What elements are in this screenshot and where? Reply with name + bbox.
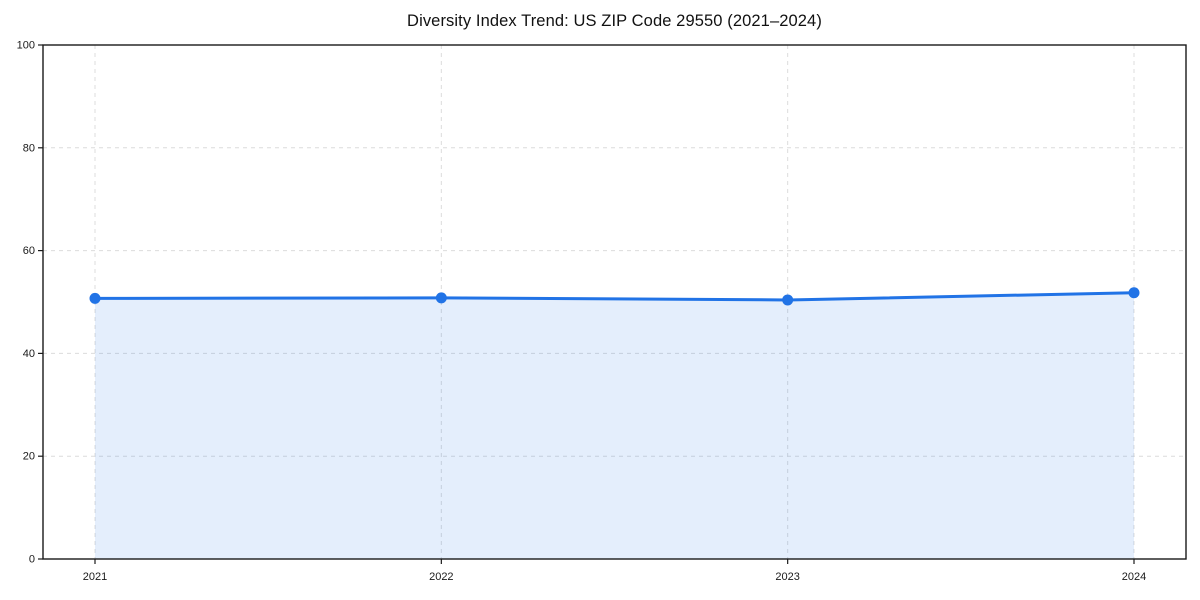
chart-title: Diversity Index Trend: US ZIP Code 29550…	[407, 12, 822, 30]
y-tick-label: 0	[29, 554, 35, 566]
y-tick-label: 100	[17, 40, 35, 52]
data-point-marker	[1128, 287, 1140, 299]
x-tick-label: 2022	[429, 571, 453, 583]
data-point-marker	[435, 292, 447, 304]
area-fill	[95, 292, 1134, 559]
data-point-marker	[89, 292, 101, 304]
data-point-marker	[782, 294, 794, 306]
x-tick-label: 2024	[1122, 571, 1146, 583]
y-tick-label: 60	[23, 245, 35, 257]
plot-border	[42, 44, 1187, 560]
x-tick-label: 2023	[775, 571, 799, 583]
trend-line	[93, 291, 1136, 302]
y-tick-label: 80	[23, 142, 35, 154]
y-tick-label: 40	[23, 348, 35, 360]
y-tick-label: 20	[23, 451, 35, 463]
x-tick-label: 2021	[83, 571, 107, 583]
